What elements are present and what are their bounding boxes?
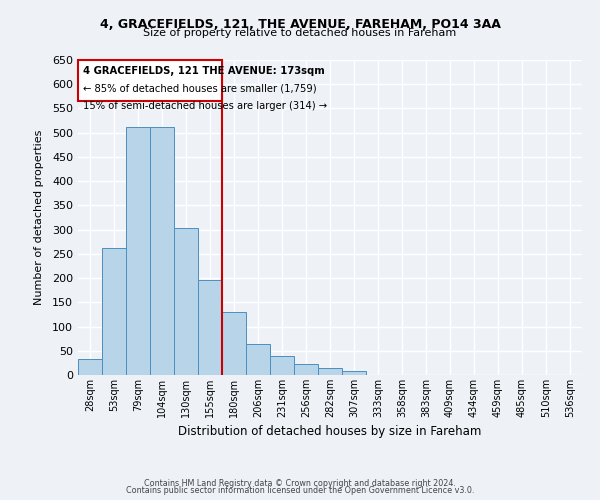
Bar [198,280,222,375]
Text: 4 GRACEFIELDS, 121 THE AVENUE: 173sqm: 4 GRACEFIELDS, 121 THE AVENUE: 173sqm [83,66,325,76]
Bar [294,364,318,375]
Text: Contains public sector information licensed under the Open Government Licence v3: Contains public sector information licen… [126,486,474,495]
Text: 15% of semi-detached houses are larger (314) →: 15% of semi-detached houses are larger (… [83,101,327,111]
Bar [222,312,246,375]
Bar [102,248,126,375]
Bar [342,371,366,375]
Text: 4, GRACEFIELDS, 121, THE AVENUE, FAREHAM, PO14 3AA: 4, GRACEFIELDS, 121, THE AVENUE, FAREHAM… [100,18,500,30]
Text: Contains HM Land Registry data © Crown copyright and database right 2024.: Contains HM Land Registry data © Crown c… [144,478,456,488]
Bar [150,127,174,375]
Text: Size of property relative to detached houses in Fareham: Size of property relative to detached ho… [143,28,457,38]
Bar [126,127,150,375]
Bar [318,368,342,375]
Bar [246,344,270,375]
FancyBboxPatch shape [78,60,222,101]
Y-axis label: Number of detached properties: Number of detached properties [34,130,44,305]
Bar [78,359,102,375]
Bar [174,228,198,375]
X-axis label: Distribution of detached houses by size in Fareham: Distribution of detached houses by size … [178,426,482,438]
Bar [270,356,294,375]
Text: ← 85% of detached houses are smaller (1,759): ← 85% of detached houses are smaller (1,… [83,84,317,94]
